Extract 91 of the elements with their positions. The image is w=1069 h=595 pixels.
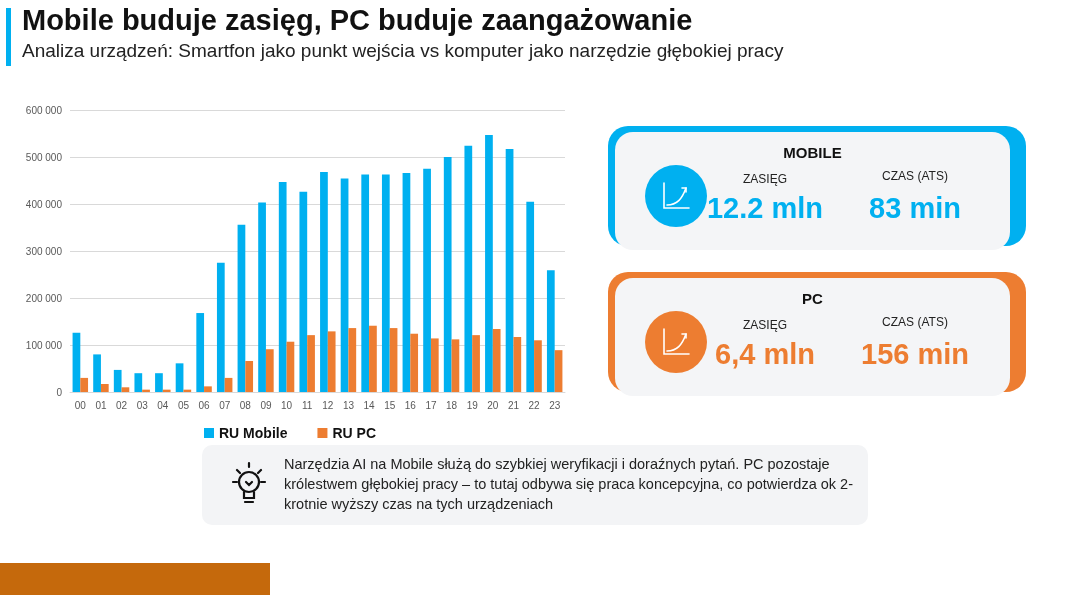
x-tick-label: 17 <box>425 399 437 411</box>
x-tick-label: 04 <box>157 399 169 411</box>
bar <box>155 373 163 392</box>
bar <box>534 340 542 392</box>
text: ZASIĘG <box>742 318 788 332</box>
bar <box>237 224 246 392</box>
text: CZAS (ATS) <box>882 315 948 329</box>
text: Narzędzia AI na Mobile służą do szybkiej weryfikacji i doraźnych pytań. PC pozostaje królestwem głębokiej pracy – to tutaj odbywa się praca koncepcyjna, co potwierdza ok 2-krotnie wyższy czas na tych urządzeniach <box>284 455 854 514</box>
bar <box>299 191 308 392</box>
y-tick-label: 500 000 <box>25 151 63 163</box>
text: CZAS (ATS) <box>882 169 948 183</box>
bar <box>327 331 336 392</box>
bar <box>307 335 315 392</box>
bar <box>389 328 398 392</box>
x-tick-label: 11 <box>301 399 313 411</box>
bar <box>546 270 555 392</box>
bar <box>492 329 501 392</box>
bar <box>423 168 431 392</box>
bar <box>402 172 411 392</box>
x-tick-label: 14 <box>363 399 376 411</box>
text: 156 min <box>861 338 969 371</box>
bar <box>526 201 535 392</box>
bar <box>216 262 225 392</box>
bar <box>278 181 287 392</box>
x-tick-label: 13 <box>342 399 355 411</box>
bar <box>258 202 266 392</box>
x-tick-label: 10 <box>281 399 293 411</box>
bar <box>320 172 328 392</box>
text: ZASIĘG <box>742 172 788 186</box>
x-tick-label: 06 <box>198 399 211 411</box>
chart-subtitle: Analiza urządzeń: Smartfon jako punkt wejścia vs komputer jako narzędzie głębokiej pracy <box>22 40 784 62</box>
bar <box>554 350 563 392</box>
bar <box>505 149 514 392</box>
bar <box>134 373 143 392</box>
bar <box>472 335 480 392</box>
text: 83 min <box>869 192 961 225</box>
legend-label: RU PC <box>332 425 376 441</box>
bar <box>451 339 460 392</box>
bar <box>369 325 377 392</box>
bar <box>80 377 89 392</box>
y-tick-label: 100 000 <box>25 339 63 351</box>
bar <box>196 313 205 392</box>
chart-title: Mobile buduje zasięg, PC buduje zaangażowanie <box>22 4 693 37</box>
x-tick-label: 21 <box>507 399 520 411</box>
bar <box>348 328 357 392</box>
bar <box>100 384 109 392</box>
x-tick-label: 00 <box>74 399 87 411</box>
x-tick-label: 19 <box>466 399 479 411</box>
x-tick-label: 18 <box>446 399 458 411</box>
y-tick-label: 200 000 <box>25 292 63 304</box>
text: MOBILE <box>782 144 843 161</box>
bar <box>286 341 295 392</box>
bar <box>113 369 122 392</box>
bar <box>464 145 473 392</box>
x-tick-label: 22 <box>528 399 541 411</box>
bar <box>443 157 452 392</box>
x-tick-label: 23 <box>549 399 561 411</box>
text: PC <box>801 290 824 307</box>
bar <box>513 337 522 392</box>
legend-label: RU Mobile <box>219 425 288 441</box>
bar <box>485 134 493 392</box>
bar <box>121 387 130 392</box>
bar <box>410 333 419 392</box>
text: 12.2 mln <box>706 192 824 225</box>
bar <box>93 354 101 392</box>
x-tick-label: 20 <box>487 399 499 411</box>
bar <box>381 174 390 392</box>
x-tick-label: 05 <box>177 399 190 411</box>
x-tick-label: 12 <box>322 399 334 411</box>
y-tick-label: 0 <box>56 386 63 398</box>
bar <box>224 377 233 392</box>
bar <box>175 363 184 392</box>
x-tick-label: 16 <box>404 399 417 411</box>
x-tick-label: 15 <box>384 399 396 411</box>
x-tick-label: 08 <box>239 399 252 411</box>
x-tick-label: 07 <box>219 399 231 411</box>
bar <box>361 174 370 392</box>
x-tick-label: 03 <box>136 399 149 411</box>
x-tick-label: 02 <box>116 399 128 411</box>
y-tick-label: 600 000 <box>25 104 63 116</box>
y-tick-label: 400 000 <box>25 198 63 210</box>
x-tick-label: 01 <box>95 399 107 411</box>
bar <box>430 338 439 392</box>
bar <box>245 360 254 392</box>
bar <box>204 386 212 392</box>
text: 6,4 mln <box>715 338 815 371</box>
bar <box>265 349 274 392</box>
bar <box>72 332 81 392</box>
x-tick-label: 09 <box>260 399 272 411</box>
bar <box>340 178 349 392</box>
y-tick-label: 300 000 <box>25 245 63 257</box>
